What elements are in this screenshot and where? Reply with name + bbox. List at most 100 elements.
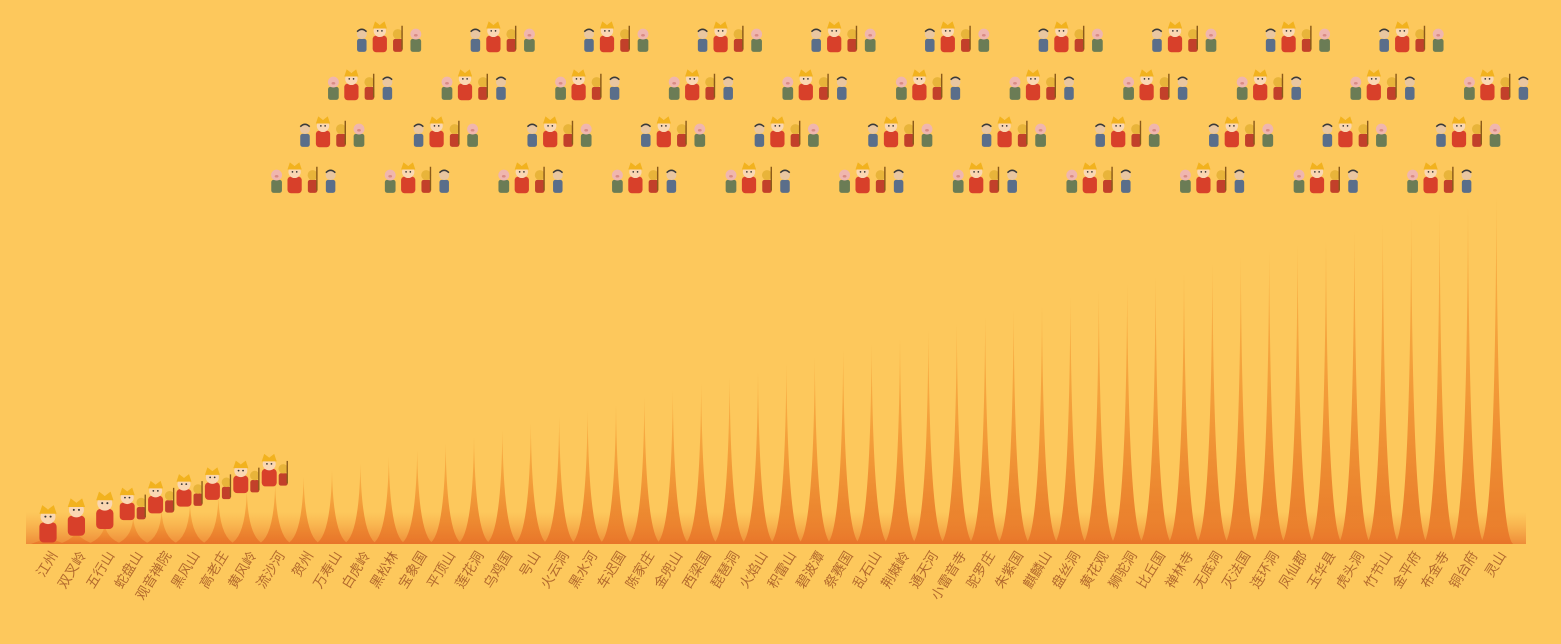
sandy-body-icon (496, 86, 506, 100)
pig-body-icon (808, 133, 819, 147)
monk-crown-icon (1423, 162, 1438, 170)
pilgrim-group-icon (555, 69, 620, 101)
monkey-body-icon (136, 506, 146, 520)
pilgrim-group-icon (725, 162, 791, 194)
sandy-hair-icon (1404, 76, 1416, 81)
staff-icon (1224, 166, 1227, 191)
monkey-body-icon (961, 38, 971, 52)
spike-bar (712, 375, 747, 544)
sandy-hair-icon (1151, 28, 1163, 33)
pilgrim-group-icon (261, 453, 288, 487)
sandy-hair-icon (981, 123, 992, 128)
monk-crown-icon (940, 21, 955, 29)
sandy-face-icon (666, 170, 677, 181)
eye-icon (1062, 30, 1065, 32)
sandy-hair-icon (356, 28, 368, 33)
monk-crown-icon (429, 116, 444, 124)
staff-icon (172, 487, 175, 511)
monk-crown-icon (713, 21, 728, 29)
sandy-hair-icon (810, 28, 822, 33)
staff-icon (1452, 166, 1454, 191)
sandy-body-icon (1177, 86, 1188, 100)
pig-body-icon (896, 86, 907, 100)
spike-bar (627, 395, 662, 544)
monkey-face-icon (1500, 77, 1511, 88)
pilgrim-group-icon (1094, 116, 1160, 148)
pig-body-icon (384, 179, 396, 193)
monkey-face-icon (989, 170, 1000, 181)
pig-body-icon (1180, 179, 1191, 193)
eye-icon (1030, 78, 1032, 80)
sandy-body-icon (527, 133, 537, 147)
pilgrim-group-icon (924, 21, 990, 53)
sandy-body-icon (357, 38, 367, 52)
monk-robe-icon (969, 176, 984, 194)
pig-body-icon (441, 86, 453, 100)
sandy-body-icon (1007, 179, 1017, 193)
sandy-hair-icon (1322, 123, 1333, 128)
monk-robe-icon (1309, 176, 1325, 194)
pilgrim-group-icon (233, 460, 260, 494)
sandy-hair-icon (1265, 28, 1276, 33)
sandy-hair-icon (1518, 76, 1529, 81)
spike-bar (599, 402, 633, 544)
snout-icon (925, 128, 929, 132)
monkey-face-icon (506, 29, 517, 40)
eye-icon (547, 125, 549, 127)
monk-robe-icon (1253, 83, 1268, 101)
sandy-body-icon (780, 179, 790, 193)
eye-icon (1314, 171, 1316, 173)
pig-body-icon (524, 38, 535, 52)
staff-icon (827, 73, 829, 98)
eye-icon (660, 125, 663, 127)
pilgrim-group-icon (441, 69, 507, 101)
monk-crown-icon (96, 491, 114, 501)
snout-icon (1322, 33, 1327, 37)
eye-icon (1228, 125, 1231, 127)
sandy-face-icon (893, 170, 904, 181)
eye-icon (156, 489, 159, 492)
eye-icon (466, 78, 468, 80)
pilgrim-group-icon (96, 491, 114, 530)
snout-icon (1095, 33, 1100, 37)
pilgrim-group-icon (148, 480, 175, 514)
staff-icon (258, 467, 260, 491)
staff-icon (912, 120, 914, 145)
pilgrim-group-icon (1038, 21, 1103, 53)
snout-icon (956, 174, 961, 178)
snout-icon (811, 128, 816, 132)
monkey-body-icon (1358, 133, 1369, 147)
snout-icon (615, 174, 620, 178)
snout-icon (981, 33, 986, 37)
sandy-body-icon (1234, 179, 1245, 193)
pig-body-icon (694, 133, 706, 147)
pilgrim-group-icon (204, 467, 232, 500)
pilgrim-group-icon (782, 69, 848, 101)
sandy-body-icon (697, 38, 708, 52)
eye-icon (437, 125, 440, 127)
monk-robe-icon (1196, 176, 1211, 194)
monk-crown-icon (261, 453, 277, 462)
pilgrim-group-icon (1179, 162, 1245, 194)
staff-icon (1082, 25, 1085, 50)
monk-crown-icon (119, 487, 135, 496)
sandy-hair-icon (836, 76, 848, 81)
eye-icon (405, 171, 407, 173)
monkey-body-icon (1103, 179, 1113, 193)
monk-crown-icon (741, 162, 757, 170)
pilgrim-group-icon (39, 505, 57, 543)
monkey-face-icon (421, 170, 432, 181)
pilgrim-group-icon (1378, 21, 1444, 53)
monk-crown-icon (1281, 21, 1296, 29)
sandy-hair-icon (1120, 169, 1132, 174)
monk-robe-icon (457, 83, 473, 101)
pilgrim-group-icon (1066, 162, 1132, 194)
eye-icon (1342, 125, 1345, 127)
pig-body-icon (410, 38, 422, 52)
monk-crown-icon (401, 162, 416, 170)
monkey-face-icon (676, 124, 687, 135)
pig-body-icon (1432, 38, 1444, 52)
sandy-face-icon (1291, 77, 1302, 88)
eye-icon (1431, 171, 1434, 173)
staff-icon (372, 73, 375, 98)
